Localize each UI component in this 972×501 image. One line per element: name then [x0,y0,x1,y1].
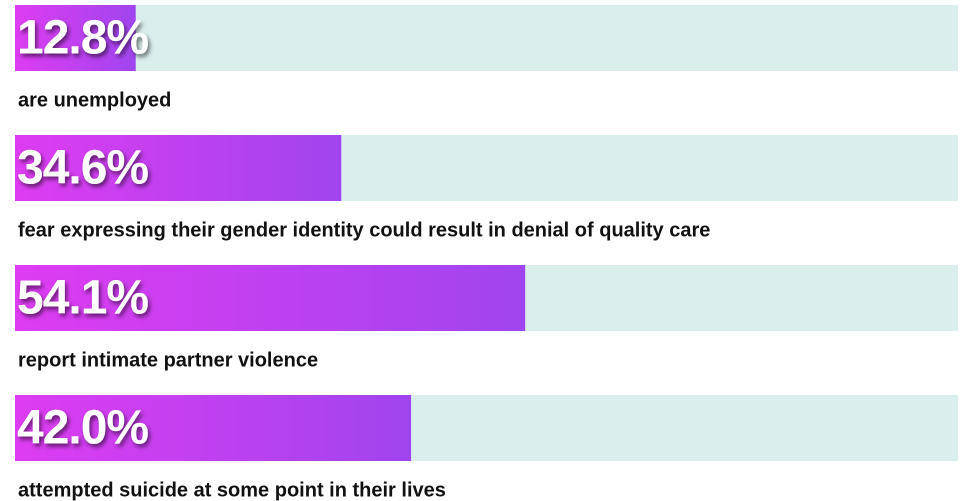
category-label: report intimate partner violence [18,349,318,371]
bar [15,135,342,201]
value-label: 54.1% [17,272,148,325]
value-label: 42.0% [17,402,148,455]
value-label: 34.6% [17,142,148,195]
bar [15,395,412,461]
bar [15,5,136,71]
bar [15,265,526,331]
category-label: fear expressing their gender identity co… [18,219,710,241]
value-label: 12.8% [17,12,148,65]
category-label: attempted suicide at some point in their… [18,479,446,501]
category-label: are unemployed [18,89,171,111]
bar-track [15,5,958,71]
